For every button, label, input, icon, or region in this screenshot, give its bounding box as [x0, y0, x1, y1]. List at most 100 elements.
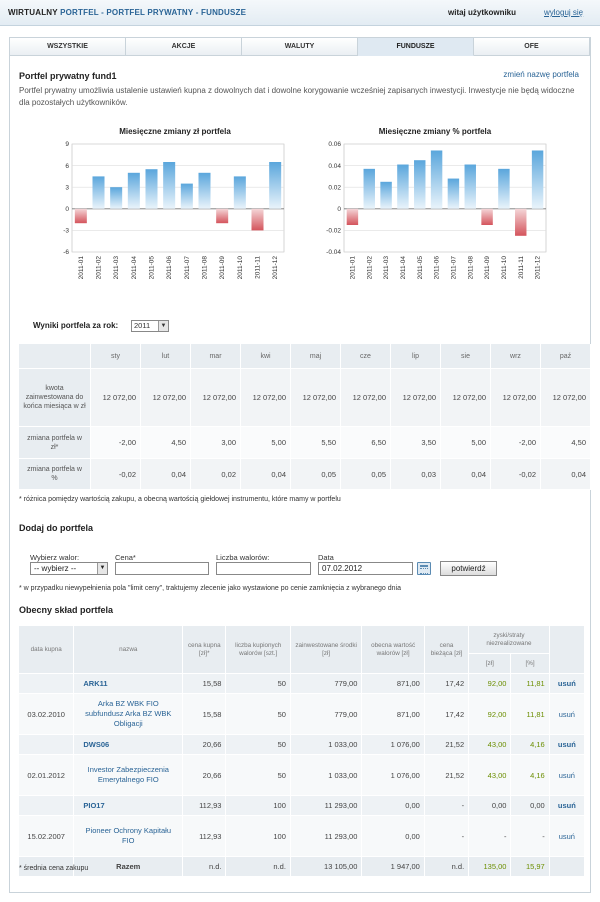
- rename-portfolio-link[interactable]: zmień nazwę portfela: [503, 70, 579, 79]
- y-tick-label: 0: [65, 206, 69, 213]
- cell-value: 1 076,00: [362, 755, 425, 796]
- results-year-label: Wyniki portfela za rok:: [33, 321, 119, 330]
- confirm-button[interactable]: potwierdź: [440, 561, 497, 576]
- remove-button[interactable]: usuń: [549, 735, 585, 755]
- breadcrumb-path[interactable]: PORTFEL - PORTFEL PRYWATNY - FUNDUSZE: [60, 8, 247, 17]
- cell-value: 871,00: [362, 694, 425, 735]
- fund-summary-row: DWS06 20,66 50 1 033,00 1 076,00 21,52 43,00 4,…: [19, 735, 585, 755]
- month-header: lut: [141, 344, 191, 369]
- table-cell: 6,50: [341, 427, 391, 459]
- year-select[interactable]: 2011 ▼: [131, 320, 169, 332]
- tab-ofe[interactable]: OFE: [474, 38, 590, 56]
- tab-all[interactable]: WSZYSTKIE: [10, 38, 126, 56]
- bar-2011-10: [498, 168, 510, 209]
- col-price: cena kupna [zł]*: [183, 626, 227, 674]
- col-date: data kupna: [19, 626, 75, 674]
- bar-2011-02: [363, 168, 375, 209]
- table-cell: 5,50: [291, 427, 341, 459]
- cell-pl-zl: 43,00: [469, 735, 512, 755]
- fund-name-link[interactable]: Pioneer Ochrony Kapitału FIO: [74, 816, 184, 857]
- x-tick-label: 2011-06: [166, 256, 173, 280]
- cell-current: -: [424, 816, 470, 857]
- breadcrumb: WIRTUALNY PORTFEL - PORTFEL PRYWATNY - F…: [8, 8, 246, 17]
- month-header: mar: [191, 344, 241, 369]
- cell-units: 50: [226, 694, 291, 735]
- composition-title: Obecny skład portfela: [19, 605, 114, 615]
- fund-name-link[interactable]: Investor Zabezpieczenia Emerytalnego FIO: [74, 755, 184, 796]
- x-tick-label: 2011-12: [535, 256, 542, 280]
- total-pl-zl: 135,00: [469, 857, 512, 877]
- total-invested: 13 105,00: [290, 857, 363, 877]
- cell-pl-pct: 0,00: [511, 796, 550, 816]
- month-header: sie: [441, 344, 491, 369]
- x-tick-label: 2011-06: [434, 256, 441, 280]
- cell-units: 100: [226, 796, 291, 816]
- table-cell: 0,05: [291, 459, 341, 490]
- x-tick-label: 2011-09: [219, 256, 226, 280]
- table-cell: 0,04: [241, 459, 291, 490]
- y-tick-label: -0.04: [326, 249, 341, 256]
- cell-date: 03.02.2010: [19, 694, 75, 735]
- table-cell: 12 072,00: [241, 369, 291, 427]
- cell-date: [19, 674, 75, 694]
- bar-2011-04: [127, 172, 140, 209]
- bar-2011-07: [447, 178, 460, 209]
- table-cell: 3,00: [191, 427, 241, 459]
- y-tick-label: -6: [63, 249, 69, 256]
- total-blank: [549, 857, 585, 877]
- logout-link[interactable]: wyloguj się: [544, 8, 584, 17]
- fund-ticker-link[interactable]: ARK11: [74, 674, 184, 694]
- fund-ticker-link[interactable]: DWS06: [74, 735, 184, 755]
- x-tick-label: 2011-05: [417, 256, 424, 280]
- cell-current: 21,52: [424, 735, 470, 755]
- cell-pl-zl: -: [469, 816, 512, 857]
- bar-2011-10: [233, 176, 246, 209]
- col-invested: zainwestowane środki [zł]: [290, 626, 363, 674]
- cell-date: 15.02.2007: [19, 816, 75, 857]
- remove-button[interactable]: usuń: [549, 674, 585, 694]
- date-input[interactable]: 07.02.2012: [318, 562, 413, 575]
- quantity-input[interactable]: [216, 562, 311, 575]
- bar-2011-08: [464, 164, 476, 209]
- table-cell: -0,02: [91, 459, 141, 490]
- x-tick-label: 2011-08: [202, 256, 209, 280]
- table-cell: 12 072,00: [291, 369, 341, 427]
- row-label-change-pct: zmiana portfela w %: [19, 459, 91, 490]
- table-cell: -2,00: [91, 427, 141, 459]
- remove-button[interactable]: usuń: [549, 755, 585, 796]
- y-tick-label: 0.06: [328, 141, 341, 148]
- remove-button[interactable]: usuń: [549, 796, 585, 816]
- cell-pl-zl: 92,00: [469, 694, 512, 735]
- table-row-change-pct: zmiana portfela w % -0,02 0,04 0,02 0,04 0,0…: [19, 459, 591, 490]
- table-cell: 12 072,00: [141, 369, 191, 427]
- cell-date: 02.01.2012: [19, 755, 75, 796]
- remove-button[interactable]: usuń: [549, 816, 585, 857]
- bar-2011-05: [414, 160, 426, 209]
- bar-2011-01: [74, 208, 87, 224]
- cell-units: 50: [226, 755, 291, 796]
- remove-button[interactable]: usuń: [549, 694, 585, 735]
- fund-select[interactable]: -- wybierz -- ▼: [30, 562, 108, 575]
- portfolio-title: Portfel prywatny fund1: [19, 71, 117, 81]
- col-profit-pct: [%]: [511, 654, 550, 674]
- bar-2011-05: [145, 169, 158, 209]
- bar-2011-12: [531, 150, 544, 209]
- bar-2011-09: [481, 208, 493, 225]
- x-tick-label: 2011-04: [400, 256, 407, 280]
- fund-ticker-link[interactable]: PIO17: [74, 796, 184, 816]
- cell-current: 17,42: [424, 674, 470, 694]
- fund-select-value: -- wybierz --: [34, 564, 77, 573]
- fund-name-link[interactable]: Arka BZ WBK FIO subfundusz Arka BZ WBK O…: [74, 694, 184, 735]
- fund-select-label: Wybierz walor:: [30, 553, 80, 562]
- table-cell: 0,04: [141, 459, 191, 490]
- price-input[interactable]: [115, 562, 209, 575]
- month-header: kwi: [241, 344, 291, 369]
- tab-stocks[interactable]: AKCJE: [126, 38, 242, 56]
- cell-pl-pct: 4,16: [511, 755, 550, 796]
- calendar-icon[interactable]: [417, 562, 431, 575]
- table-header-blank: [19, 344, 91, 369]
- col-units: liczba kupionych walorów [szt.]: [226, 626, 291, 674]
- x-tick-label: 2011-07: [184, 256, 191, 280]
- tab-funds[interactable]: FUNDUSZE: [358, 38, 474, 56]
- tab-currencies[interactable]: WALUTY: [242, 38, 358, 56]
